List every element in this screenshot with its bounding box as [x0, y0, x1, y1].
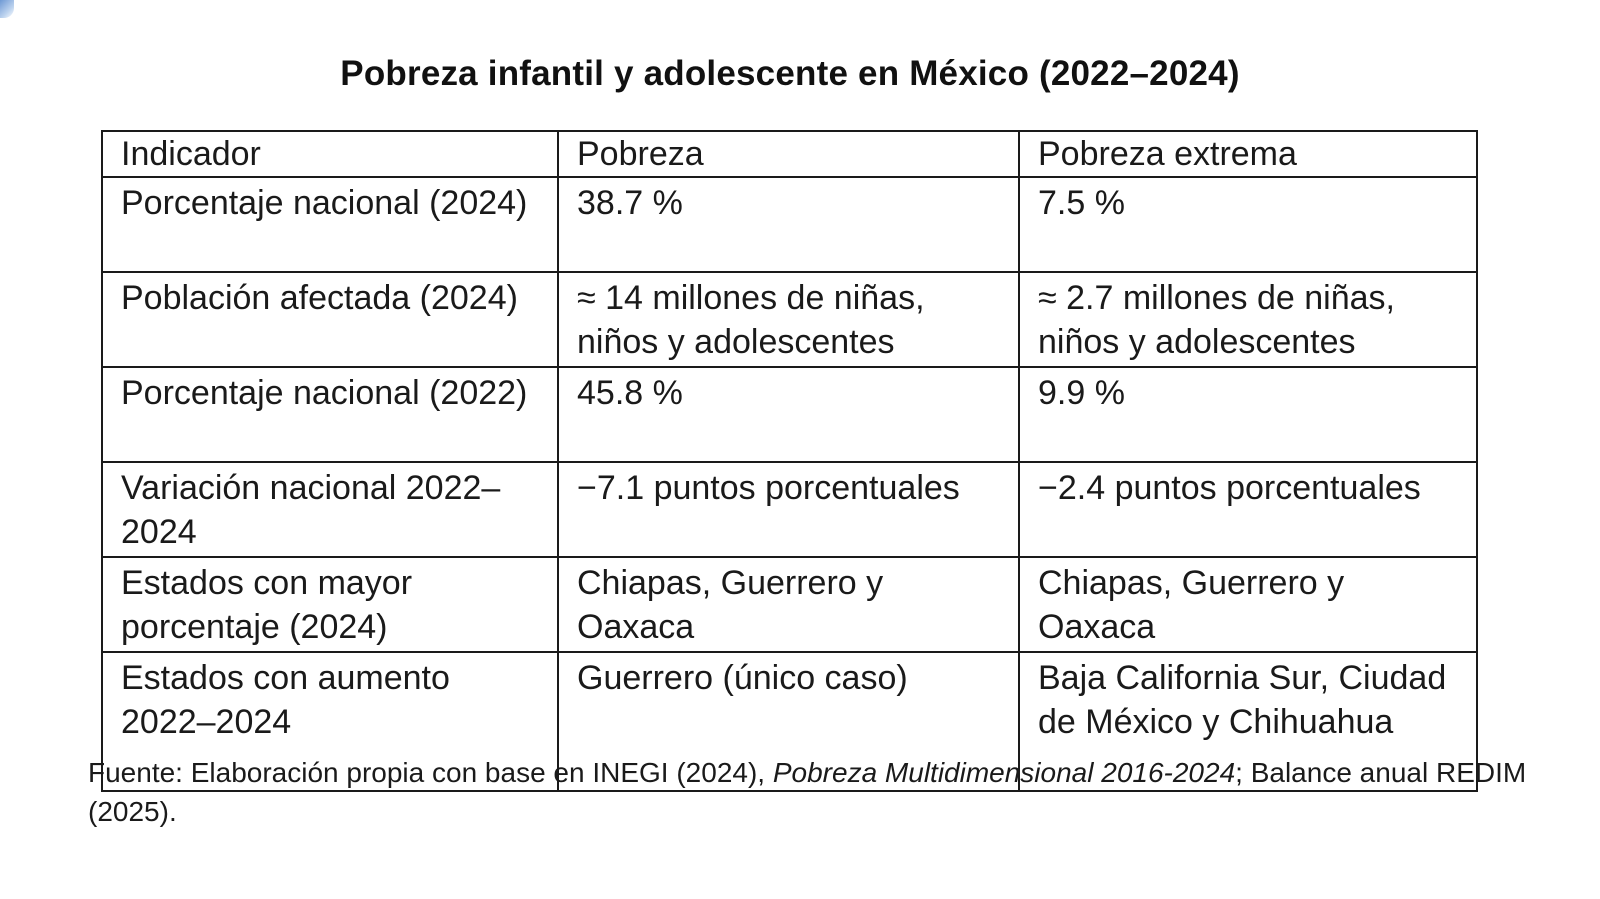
source-prefix: Fuente: Elaboración propia con base en I… — [88, 757, 773, 788]
cell-pobreza-extrema: ≈ 2.7 millones de niñas, niños y adolesc… — [1018, 271, 1478, 368]
cell-indicator: Porcentaje nacional (2024) — [101, 176, 559, 273]
header-pobreza: Pobreza — [557, 130, 1020, 178]
source-italic-title: Pobreza Multidimensional 2016-2024 — [772, 757, 1236, 788]
table-row: Porcentaje nacional (2022) 45.8 % 9.9 % — [101, 366, 1478, 463]
corner-fragment — [0, 0, 14, 18]
cell-pobreza: −7.1 puntos porcentuales — [557, 461, 1020, 558]
cell-pobreza: Chiapas, Guerrero y Oaxaca — [557, 556, 1020, 653]
table-row: Estados con mayor porcentaje (2024) Chia… — [101, 556, 1478, 653]
cell-pobreza-extrema: Chiapas, Guerrero y Oaxaca — [1018, 556, 1478, 653]
source-note: Fuente: Elaboración propia con base en I… — [88, 753, 1578, 831]
table-row: Población afectada (2024) ≈ 14 millones … — [101, 271, 1478, 368]
table-row: Estados con aumento 2022–2024 Guerrero (… — [101, 651, 1478, 792]
cell-pobreza: Guerrero (único caso) — [557, 651, 1020, 792]
cell-pobreza: ≈ 14 millones de niñas, niños y adolesce… — [557, 271, 1020, 368]
cell-indicator: Estados con mayor porcentaje (2024) — [101, 556, 559, 653]
header-pobreza-extrema: Pobreza extrema — [1018, 130, 1478, 178]
cell-pobreza: 45.8 % — [557, 366, 1020, 463]
cell-indicator: Estados con aumento 2022–2024 — [101, 651, 559, 792]
poverty-table: Indicador Pobreza Pobreza extrema Porcen… — [101, 130, 1478, 792]
header-indicador: Indicador — [101, 130, 559, 178]
page-title: Pobreza infantil y adolescente en México… — [340, 54, 1240, 93]
cell-pobreza: 38.7 % — [557, 176, 1020, 273]
source-suffix: ; Balance anual REDIM (2025). — [88, 757, 1527, 827]
table-row: Porcentaje nacional (2024) 38.7 % 7.5 % — [101, 176, 1478, 273]
cell-pobreza-extrema: Baja California Sur, Ciudad de México y … — [1018, 651, 1478, 792]
cell-indicator: Porcentaje nacional (2022) — [101, 366, 559, 463]
cell-pobreza-extrema: 7.5 % — [1018, 176, 1478, 273]
cell-pobreza-extrema: 9.9 % — [1018, 366, 1478, 463]
cell-indicator: Variación nacional 2022–2024 — [101, 461, 559, 558]
table-header-row: Indicador Pobreza Pobreza extrema — [101, 130, 1478, 178]
table-row: Variación nacional 2022–2024 −7.1 puntos… — [101, 461, 1478, 558]
cell-indicator: Población afectada (2024) — [101, 271, 559, 368]
cell-pobreza-extrema: −2.4 puntos porcentuales — [1018, 461, 1478, 558]
